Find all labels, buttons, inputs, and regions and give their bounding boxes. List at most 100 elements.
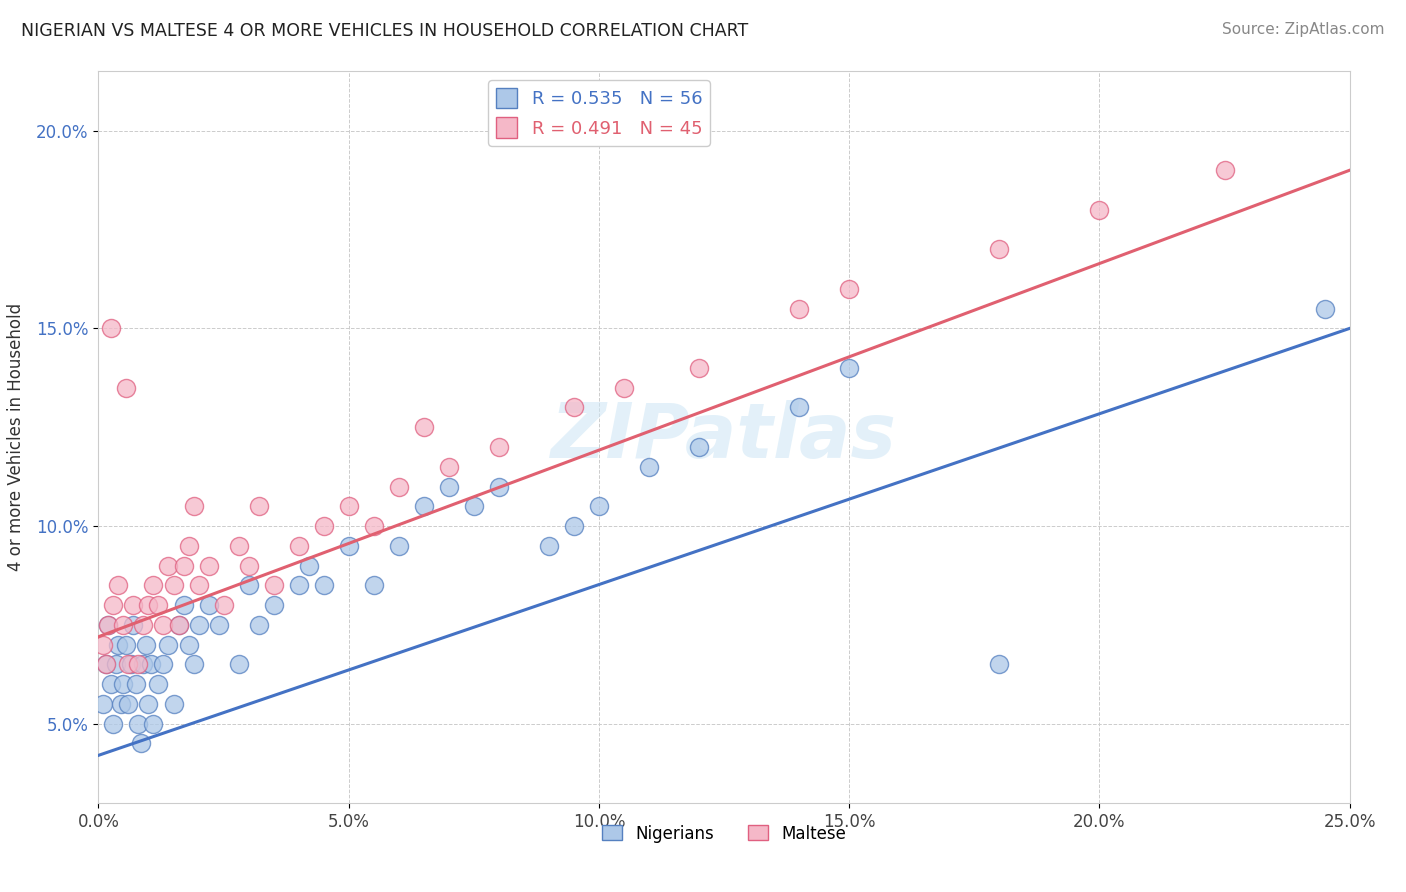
Point xyxy=(197,558,219,573)
Point xyxy=(228,539,250,553)
Point xyxy=(93,638,115,652)
Y-axis label: 4 or more Vehicles in Household: 4 or more Vehicles in Household xyxy=(7,303,25,571)
Point xyxy=(138,598,160,612)
Point xyxy=(104,657,127,672)
Point xyxy=(94,657,117,672)
Point xyxy=(287,578,309,592)
Point xyxy=(337,539,360,553)
Point xyxy=(287,539,309,553)
Point xyxy=(688,440,710,454)
Point xyxy=(298,558,321,573)
Point xyxy=(412,500,434,514)
Point xyxy=(613,381,636,395)
Point xyxy=(1088,202,1111,217)
Point xyxy=(103,716,125,731)
Point xyxy=(177,539,200,553)
Point xyxy=(93,697,115,711)
Point xyxy=(120,657,142,672)
Point xyxy=(588,500,610,514)
Point xyxy=(177,638,200,652)
Point xyxy=(488,479,510,493)
Point xyxy=(197,598,219,612)
Point xyxy=(162,578,184,592)
Point xyxy=(152,657,174,672)
Point xyxy=(1163,815,1185,830)
Point xyxy=(103,598,125,612)
Point xyxy=(312,578,335,592)
Point xyxy=(112,618,135,632)
Point xyxy=(638,459,661,474)
Point xyxy=(132,657,155,672)
Point xyxy=(238,578,260,592)
Point xyxy=(110,697,132,711)
Point xyxy=(117,657,139,672)
Point xyxy=(412,420,434,434)
Point xyxy=(97,618,120,632)
Point xyxy=(688,360,710,375)
Point xyxy=(183,657,205,672)
Point xyxy=(148,677,170,691)
Point xyxy=(337,500,360,514)
Point xyxy=(127,716,149,731)
Point xyxy=(437,459,460,474)
Point xyxy=(1313,301,1336,316)
Point xyxy=(115,638,138,652)
Point xyxy=(988,242,1011,256)
Point xyxy=(463,500,485,514)
Point xyxy=(132,618,155,632)
Point xyxy=(838,282,860,296)
Text: NIGERIAN VS MALTESE 4 OR MORE VEHICLES IN HOUSEHOLD CORRELATION CHART: NIGERIAN VS MALTESE 4 OR MORE VEHICLES I… xyxy=(21,22,748,40)
Point xyxy=(97,618,120,632)
Point xyxy=(112,677,135,691)
Point xyxy=(238,558,260,573)
Point xyxy=(183,500,205,514)
Point xyxy=(537,539,560,553)
Point xyxy=(787,401,810,415)
Point xyxy=(107,638,129,652)
Point xyxy=(157,558,180,573)
Point xyxy=(122,598,145,612)
Point xyxy=(388,479,411,493)
Point xyxy=(388,539,411,553)
Point xyxy=(187,578,209,592)
Point xyxy=(488,440,510,454)
Text: ZIPatlas: ZIPatlas xyxy=(551,401,897,474)
Point xyxy=(173,558,195,573)
Point xyxy=(115,381,138,395)
Point xyxy=(100,321,122,335)
Point xyxy=(207,618,229,632)
Point xyxy=(263,578,285,592)
Point xyxy=(247,618,270,632)
Point xyxy=(212,598,235,612)
Point xyxy=(988,657,1011,672)
Point xyxy=(157,638,180,652)
Point xyxy=(247,500,270,514)
Point xyxy=(127,657,149,672)
Point xyxy=(138,697,160,711)
Point xyxy=(122,618,145,632)
Point xyxy=(142,578,165,592)
Point xyxy=(135,638,157,652)
Point xyxy=(312,519,335,533)
Point xyxy=(187,618,209,632)
Point xyxy=(562,519,585,533)
Point xyxy=(139,657,162,672)
Point xyxy=(167,618,190,632)
Point xyxy=(787,301,810,316)
Point xyxy=(152,618,174,632)
Point xyxy=(162,697,184,711)
Point xyxy=(562,401,585,415)
Point xyxy=(263,598,285,612)
Point xyxy=(1213,163,1236,178)
Point xyxy=(838,360,860,375)
Text: Source: ZipAtlas.com: Source: ZipAtlas.com xyxy=(1222,22,1385,37)
Point xyxy=(117,697,139,711)
Point xyxy=(173,598,195,612)
Point xyxy=(148,598,170,612)
Point xyxy=(167,618,190,632)
Point xyxy=(363,519,385,533)
Point xyxy=(142,716,165,731)
Point xyxy=(107,578,129,592)
Point xyxy=(129,737,152,751)
Point xyxy=(228,657,250,672)
